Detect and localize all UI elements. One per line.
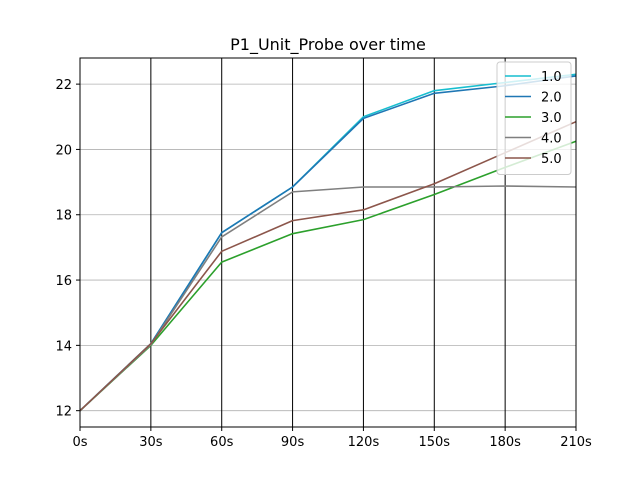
x-tick-label: 210s bbox=[560, 435, 592, 450]
chart-title: P1_Unit_Probe over time bbox=[230, 35, 426, 55]
x-tick-label: 90s bbox=[281, 435, 305, 450]
y-tick-label: 16 bbox=[55, 274, 72, 289]
series-line-5.0 bbox=[80, 120, 576, 412]
legend-label: 4.0 bbox=[541, 132, 562, 147]
plot-frame bbox=[79, 57, 577, 428]
y-tick-label: 20 bbox=[55, 143, 72, 158]
axes: 12 14 16 18 20 22 0s 30s 60s 90s 120s 150s 180s 210s bbox=[55, 78, 592, 450]
series-line-3.0 bbox=[80, 140, 576, 412]
x-tick-label: 60s bbox=[210, 435, 234, 450]
series-line-4.0 bbox=[80, 185, 576, 412]
y-tick-label: 12 bbox=[55, 405, 72, 420]
legend-label: 1.0 bbox=[541, 70, 562, 85]
legend-label: 2.0 bbox=[541, 91, 562, 106]
x-tick-label: 30s bbox=[139, 435, 163, 450]
x-tick-label: 0s bbox=[72, 435, 87, 450]
series-group bbox=[80, 73, 576, 412]
y-tick-label: 14 bbox=[55, 339, 72, 354]
x-tick-label: 180s bbox=[489, 435, 521, 450]
legend-label: 5.0 bbox=[541, 152, 562, 167]
y-tick-label: 18 bbox=[55, 209, 72, 224]
legend-label: 3.0 bbox=[541, 111, 562, 126]
y-tick-label: 22 bbox=[55, 78, 72, 93]
legend-box bbox=[496, 61, 572, 175]
legend: 1.0 2.0 3.0 4.0 5.0 bbox=[496, 61, 572, 175]
series-line-2.0 bbox=[80, 75, 576, 412]
x-tick-label: 120s bbox=[348, 435, 380, 450]
x-tick-label: 150s bbox=[418, 435, 450, 450]
